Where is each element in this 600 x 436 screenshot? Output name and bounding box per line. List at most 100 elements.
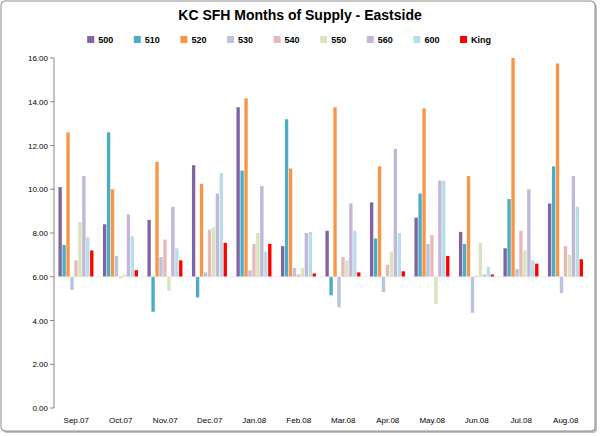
bar — [240, 171, 243, 277]
bar — [446, 256, 449, 277]
bar — [58, 187, 61, 277]
bar — [155, 162, 158, 277]
bar — [463, 244, 466, 277]
bar — [519, 231, 522, 277]
bar — [556, 63, 559, 276]
legend-label: King — [471, 35, 491, 45]
bar — [313, 273, 316, 276]
bar — [293, 268, 296, 277]
bar — [90, 251, 93, 277]
bar — [576, 207, 579, 277]
bar — [329, 277, 332, 296]
bar — [357, 272, 360, 276]
y-tick-label: 14.00 — [28, 98, 49, 107]
y-tick — [50, 189, 54, 190]
bar — [345, 260, 348, 276]
bar — [264, 252, 267, 277]
bar — [325, 231, 328, 277]
bar — [159, 257, 162, 277]
bar — [78, 222, 81, 277]
legend-label: 500 — [98, 35, 113, 45]
bar — [167, 277, 170, 291]
bar — [131, 236, 134, 276]
x-tick-label: Mar.08 — [331, 416, 356, 425]
bar — [196, 277, 199, 298]
bar — [86, 237, 89, 276]
bar — [297, 275, 300, 277]
bar — [285, 119, 288, 277]
bar — [378, 166, 381, 276]
x-tick-label: Sep.07 — [64, 416, 90, 425]
bar — [370, 202, 373, 276]
bar — [260, 186, 263, 277]
bar — [123, 275, 126, 277]
bar — [374, 238, 377, 276]
chart: KC SFH Months of Supply - Eastside500510… — [0, 0, 600, 436]
bar — [200, 184, 203, 277]
bar — [175, 248, 178, 276]
y-tick — [50, 320, 54, 321]
legend-label: 520 — [191, 35, 206, 45]
bar — [220, 173, 223, 277]
bar — [523, 251, 526, 277]
legend-label: 550 — [331, 35, 346, 45]
bar — [479, 243, 482, 277]
y-tick — [50, 145, 54, 146]
bar — [552, 166, 555, 276]
bar — [224, 243, 227, 277]
bar — [135, 270, 138, 277]
bar — [103, 224, 106, 277]
bar — [171, 207, 174, 277]
baseline — [54, 276, 588, 277]
bar — [511, 58, 514, 277]
bar — [192, 165, 195, 277]
bar — [467, 176, 470, 277]
legend-label: 540 — [285, 35, 300, 45]
bar — [434, 277, 437, 304]
y-tick-label: 10.00 — [28, 185, 49, 194]
bar — [527, 189, 530, 277]
bar — [353, 231, 356, 277]
bar — [483, 275, 486, 277]
bar — [564, 246, 567, 277]
y-tick-label: 8.00 — [32, 229, 48, 238]
bar — [256, 233, 259, 277]
bar — [151, 277, 154, 312]
legend-label: 510 — [145, 35, 160, 45]
bar — [568, 255, 571, 277]
x-tick-label: Aug.08 — [553, 416, 579, 425]
bar — [301, 268, 304, 277]
y-tick-label: 12.00 — [28, 142, 49, 151]
bar — [402, 271, 405, 276]
legend-swatch — [367, 36, 374, 43]
legend-swatch — [227, 36, 234, 43]
legend-swatch — [413, 36, 420, 43]
bar — [115, 256, 118, 277]
y-tick — [50, 233, 54, 234]
bar — [82, 176, 85, 277]
bar — [147, 220, 150, 277]
bar — [507, 199, 510, 277]
bar — [289, 168, 292, 276]
bar — [111, 189, 114, 277]
bar — [471, 277, 474, 313]
y-tick-label: 6.00 — [32, 273, 48, 282]
bar — [531, 260, 534, 276]
bar — [548, 203, 551, 276]
legend-swatch — [460, 36, 467, 43]
bar — [62, 245, 65, 277]
y-tick — [50, 408, 54, 409]
bar — [107, 132, 110, 276]
bar — [127, 214, 130, 276]
bar — [281, 246, 284, 277]
bar — [337, 277, 340, 308]
legend-label: 560 — [378, 35, 393, 45]
bar — [386, 265, 389, 277]
bar — [515, 269, 518, 277]
bar — [580, 259, 583, 277]
bar — [438, 181, 441, 277]
y-axis: 0.002.004.006.008.0010.0012.0014.0016.00 — [28, 54, 54, 413]
x-tick-label: Dec.07 — [197, 416, 223, 425]
bar — [487, 267, 490, 277]
bar — [422, 108, 425, 276]
